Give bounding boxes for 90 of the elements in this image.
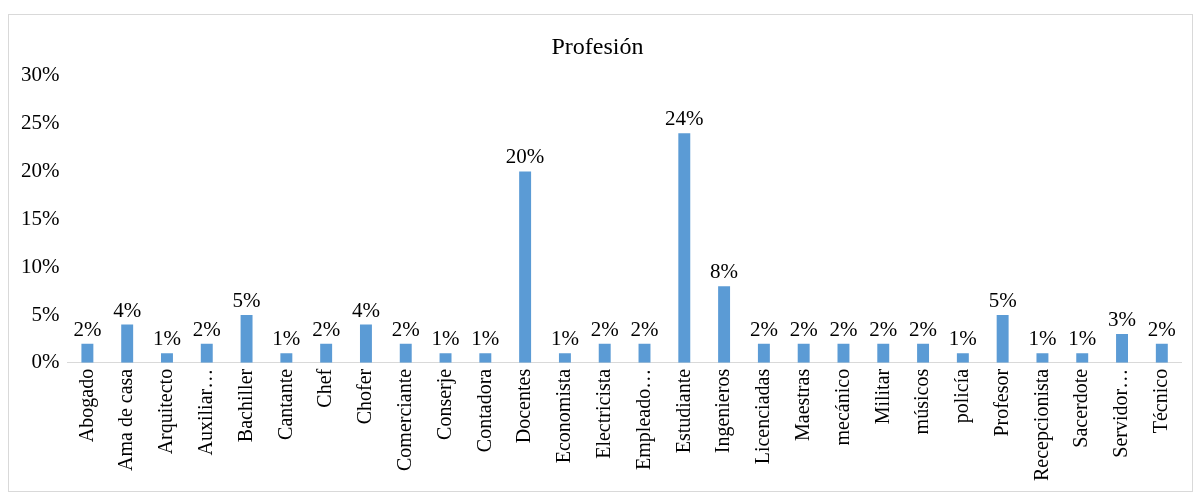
data-label: 2% <box>1147 316 1176 341</box>
y-tick-label: 15% <box>20 205 60 230</box>
bar <box>359 324 372 363</box>
x-tick-label: Chofer <box>353 368 376 425</box>
data-label: 2% <box>789 316 818 341</box>
data-label: 1% <box>152 326 181 351</box>
chart-title: Profesión <box>551 32 644 59</box>
bar <box>81 343 94 363</box>
y-tick-label: 25% <box>20 110 60 135</box>
y-tick-label: 20% <box>20 157 60 182</box>
bar <box>996 314 1009 363</box>
x-tick-label: Estudiante <box>671 368 694 454</box>
x-tick-label: Auxiliar… <box>194 368 217 456</box>
x-tick-label: Maestras <box>790 368 813 442</box>
x-tick-label: Comerciante <box>392 368 415 472</box>
x-tick-label: Ama de casa <box>114 368 137 471</box>
data-label: 2% <box>630 316 659 341</box>
bar <box>479 353 492 363</box>
x-tick-label: Ingenieros <box>711 368 735 454</box>
x-tick-label: Electricista <box>591 368 614 459</box>
x-tick-label: Bachiller <box>233 368 256 443</box>
x-tick-label: mecánico <box>830 368 853 446</box>
data-label: 2% <box>590 316 619 341</box>
bar <box>320 343 333 363</box>
bar <box>200 343 213 363</box>
data-label: 24% <box>665 106 704 131</box>
bar <box>1155 343 1168 363</box>
bar <box>1116 334 1128 363</box>
data-label: 1% <box>1068 326 1097 351</box>
bar <box>161 353 173 363</box>
bar <box>439 353 452 363</box>
bar <box>797 343 810 363</box>
data-label: 2% <box>749 316 778 341</box>
bar <box>399 343 412 363</box>
data-label: 1% <box>272 326 301 351</box>
data-label: 3% <box>1108 307 1137 332</box>
data-label: 1% <box>471 326 500 351</box>
bar <box>757 343 770 363</box>
bar <box>1036 353 1049 363</box>
bar <box>519 171 532 363</box>
data-label: 5% <box>988 288 1017 312</box>
data-label: 5% <box>232 288 261 312</box>
x-tick-label: Sacerdote <box>1069 368 1092 448</box>
y-tick-label: 10% <box>20 253 60 278</box>
x-tick-label: Empleado… <box>631 368 655 470</box>
bar <box>598 343 611 363</box>
x-tick-label: Arquitecto <box>154 368 178 455</box>
x-tick-label: Economista <box>552 368 575 464</box>
data-label: 8% <box>710 259 739 284</box>
bar <box>121 324 134 363</box>
data-label: 20% <box>505 144 545 169</box>
x-tick-label: Militar <box>870 368 893 425</box>
x-tick-label: Recepcionista <box>1029 368 1053 482</box>
data-label: 2% <box>391 316 420 341</box>
data-label: 1% <box>1028 326 1057 351</box>
data-label: 1% <box>431 326 460 351</box>
x-tick-label: policía <box>950 368 974 424</box>
x-tick-label: Conserje <box>432 368 456 440</box>
bar <box>877 343 890 363</box>
x-tick-label: Técnico <box>1149 368 1172 434</box>
x-tick-label: Contadora <box>472 368 495 453</box>
bar <box>1076 353 1089 363</box>
data-label: 2% <box>192 316 221 341</box>
bar <box>280 353 293 363</box>
x-tick-label: músicos <box>910 368 933 435</box>
x-tick-label: Docentes <box>512 368 535 444</box>
x-tick-label: Licenciadas <box>751 368 774 465</box>
x-tick-label: Cantante <box>273 368 296 440</box>
y-tick-label: 5% <box>31 301 60 326</box>
data-label: 1% <box>948 326 977 351</box>
bar <box>718 286 731 363</box>
x-tick-label: Servidor… <box>1109 368 1132 458</box>
bar <box>558 353 571 363</box>
data-label: 4% <box>351 297 380 322</box>
data-label: 2% <box>869 316 898 341</box>
x-tick-label: Chef <box>313 368 336 408</box>
data-label: 1% <box>550 326 579 351</box>
bar <box>917 343 930 363</box>
bar <box>956 353 969 363</box>
y-tick-label: 30% <box>20 62 60 87</box>
data-label: 2% <box>829 316 858 341</box>
bar <box>678 133 691 363</box>
y-tick-label: 0% <box>31 349 60 374</box>
data-label: 2% <box>312 316 341 341</box>
data-label: 4% <box>113 297 142 322</box>
data-label: 2% <box>73 316 102 341</box>
x-tick-label: Abogado <box>74 368 98 443</box>
bar <box>240 314 253 363</box>
x-tick-label: Profesor <box>989 368 1012 437</box>
data-label: 2% <box>909 316 938 341</box>
